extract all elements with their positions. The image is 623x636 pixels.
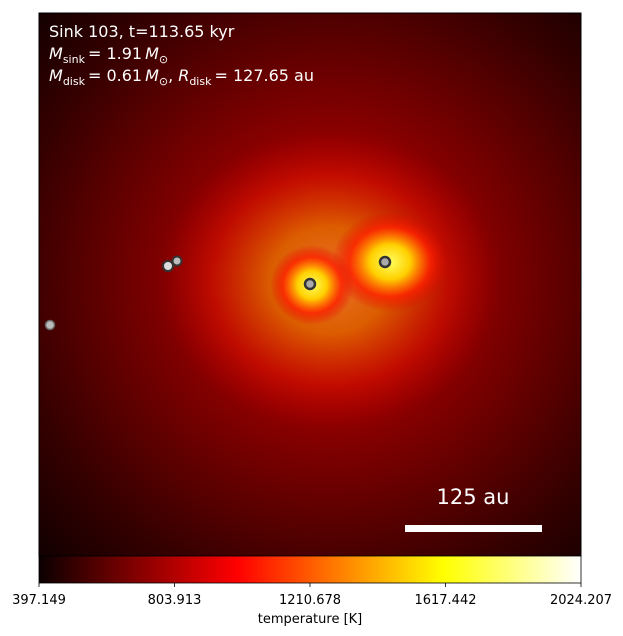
sinks bbox=[44, 255, 392, 331]
tick-label: 2024.207 bbox=[550, 593, 612, 608]
scale-bar bbox=[405, 525, 542, 532]
colorbar-label: temperature [K] bbox=[258, 612, 363, 627]
tick-label: 803.913 bbox=[148, 593, 202, 608]
tick-label: 1617.442 bbox=[414, 593, 476, 608]
title: Sink 103, t=113.65 kyr bbox=[49, 22, 235, 41]
temperature-map bbox=[39, 13, 581, 556]
colorbar-ticks: 397.149 803.913 1210.678 1617.442 2024.207 bbox=[12, 583, 612, 608]
tick-label: 1210.678 bbox=[279, 593, 341, 608]
sink-mass: Msink = 1.91 M⊙ bbox=[49, 44, 168, 66]
scale-bar-label: 125 au bbox=[437, 485, 510, 509]
colorbar bbox=[38, 555, 582, 584]
tick-label: 397.149 bbox=[12, 593, 66, 608]
disk-info: Mdisk = 0.61 M⊙, Rdisk = 127.65 au bbox=[49, 66, 314, 88]
